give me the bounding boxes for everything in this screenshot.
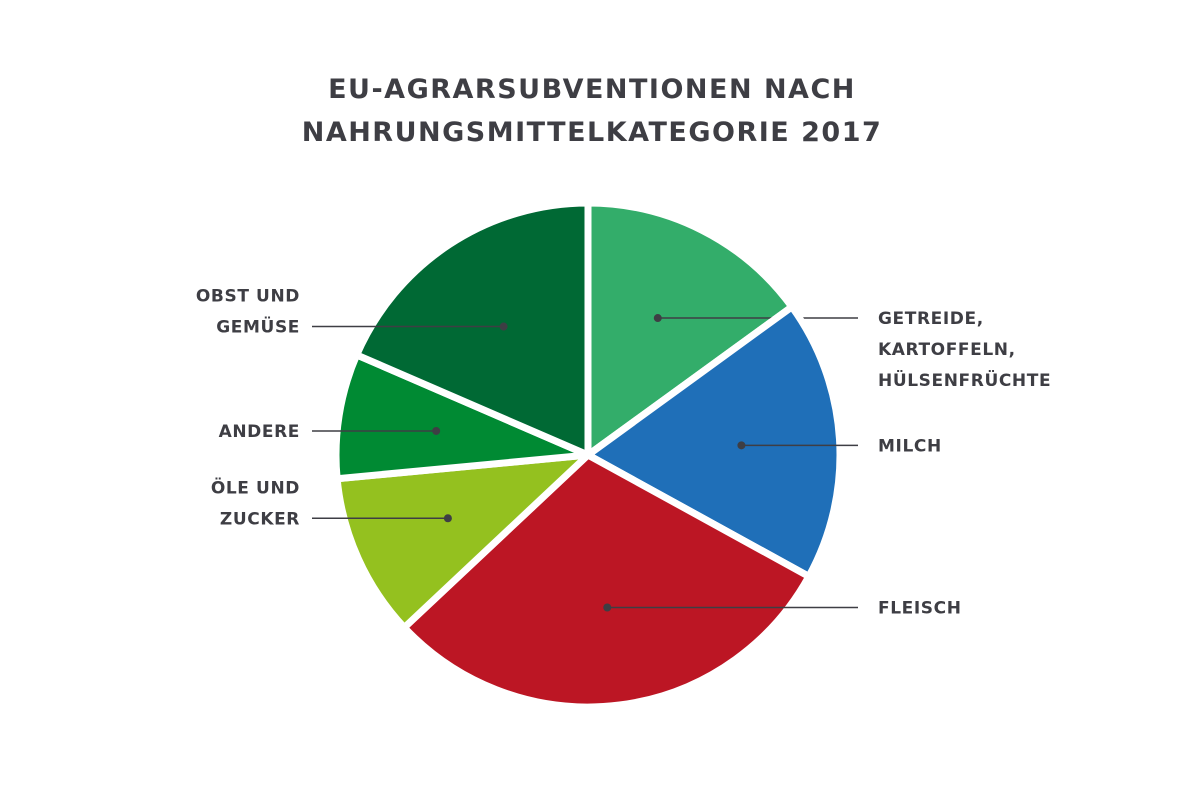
chart-title-line-1: EU-AGRARSUBVENTIONEN NACH	[328, 74, 856, 105]
chart-title: EU-AGRARSUBVENTIONEN NACH NAHRUNGSMITTEL…	[0, 68, 1184, 154]
callout-dot-milch	[737, 441, 746, 450]
callout-dot-fleisch	[603, 603, 612, 612]
slice-label-obst-und-gemüse-line-1: OBST UND	[196, 287, 300, 307]
slice-label-öle-und-zucker-line-2: ZUCKER	[220, 509, 300, 529]
slice-label-getreide-kartoffeln-hülsenfrüchte-line-3: HÜLSENFRÜCHTE	[878, 369, 1051, 391]
slice-label-andere-line-1: ANDERE	[219, 422, 300, 442]
callout-dot-getreide-kartoffeln-hülsenfrüchte	[653, 314, 662, 323]
pie-slice-öle-und-zucker	[333, 450, 598, 633]
callout-dot-obst-und-gemüse	[499, 322, 508, 331]
callout-dot-andere	[432, 426, 441, 435]
pie-slice-milch	[581, 301, 844, 582]
pie-slice-getreide-kartoffeln-hülsenfrüchte	[584, 199, 797, 462]
pie-slice-fleisch	[399, 450, 814, 711]
slice-label-milch-line-1: MILCH	[878, 436, 942, 456]
pie-slice-andere	[332, 350, 590, 483]
slice-label-getreide-kartoffeln-hülsenfrüchte-line-1: GETREIDE,	[878, 309, 984, 329]
callout-dot-öle-und-zucker	[443, 514, 452, 523]
slice-label-obst-und-gemüse-line-2: GEMÜSE	[216, 316, 300, 338]
slice-label-fleisch-line-1: FLEISCH	[878, 599, 962, 619]
chart-title-line-2: NAHRUNGSMITTELKATEGORIE 2017	[301, 117, 883, 148]
slice-label-öle-und-zucker-line-1: ÖLE UND	[211, 476, 300, 498]
slice-label-getreide-kartoffeln-hülsenfrüchte-line-2: KARTOFFELN,	[878, 340, 1016, 360]
